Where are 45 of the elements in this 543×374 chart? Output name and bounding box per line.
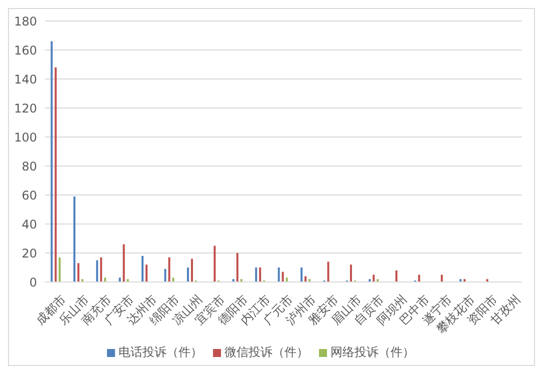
y-tick-label: 120 xyxy=(14,101,37,116)
legend-label: 电话投诉（件） xyxy=(118,345,202,359)
bar xyxy=(255,268,258,282)
y-tick-label: 180 xyxy=(14,14,37,28)
bar xyxy=(164,268,166,282)
y-tick-label: 100 xyxy=(14,130,37,144)
bar xyxy=(142,256,144,282)
bar xyxy=(350,264,352,282)
bar xyxy=(77,263,80,282)
bar xyxy=(236,253,238,282)
y-tick-label: 40 xyxy=(22,217,37,232)
legend-label: 网络投诉（件） xyxy=(330,345,414,359)
bar xyxy=(172,278,174,282)
y-tick-label: 80 xyxy=(22,159,37,174)
y-tick-label: 140 xyxy=(14,72,37,86)
bar xyxy=(278,268,280,282)
bar xyxy=(190,258,193,282)
bar xyxy=(395,270,398,282)
bar xyxy=(54,67,57,282)
bar xyxy=(73,196,76,282)
bar xyxy=(100,257,102,282)
bar xyxy=(186,268,189,282)
bar xyxy=(282,272,284,282)
bar xyxy=(327,262,330,282)
bar xyxy=(168,257,170,282)
bar xyxy=(259,268,262,282)
bar xyxy=(146,264,148,282)
y-tick-label: 160 xyxy=(14,43,37,58)
bar xyxy=(300,268,303,282)
bar xyxy=(304,276,307,282)
y-tick-label: 60 xyxy=(22,188,37,202)
bar xyxy=(372,274,375,282)
bar xyxy=(96,260,98,282)
bar xyxy=(58,257,61,282)
bar xyxy=(214,246,216,282)
y-tick-label: 20 xyxy=(22,246,37,260)
legend-label: 微信投诉（件） xyxy=(224,345,308,359)
bar xyxy=(122,244,125,282)
bar xyxy=(418,274,420,282)
bar xyxy=(440,274,443,282)
bar xyxy=(118,278,121,282)
y-tick-label: 0 xyxy=(29,275,37,290)
bar xyxy=(104,278,106,282)
bar xyxy=(286,278,288,282)
bar xyxy=(50,41,53,282)
